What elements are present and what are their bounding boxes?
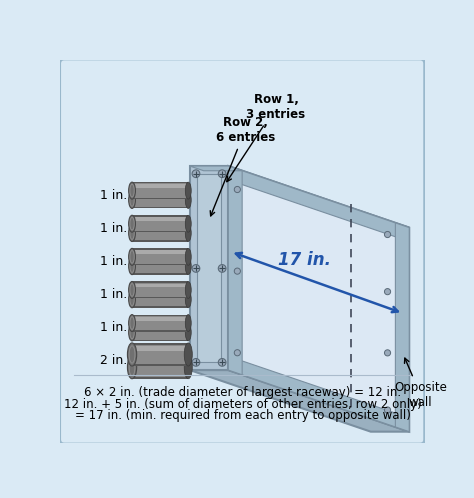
Polygon shape <box>190 166 242 171</box>
Ellipse shape <box>184 343 192 366</box>
Polygon shape <box>132 191 188 208</box>
Polygon shape <box>132 358 188 377</box>
Polygon shape <box>228 166 409 242</box>
Polygon shape <box>190 166 409 228</box>
Polygon shape <box>228 166 409 432</box>
Ellipse shape <box>185 257 191 274</box>
Circle shape <box>219 359 226 366</box>
Polygon shape <box>132 226 188 240</box>
Polygon shape <box>132 281 188 298</box>
Polygon shape <box>132 324 188 341</box>
Ellipse shape <box>128 281 136 298</box>
Circle shape <box>219 170 226 178</box>
Polygon shape <box>132 217 188 231</box>
Circle shape <box>219 264 226 272</box>
Ellipse shape <box>128 343 137 366</box>
Polygon shape <box>132 325 188 340</box>
Circle shape <box>384 350 391 356</box>
Circle shape <box>384 288 391 295</box>
Polygon shape <box>132 343 188 366</box>
Ellipse shape <box>185 182 191 199</box>
Polygon shape <box>132 249 188 265</box>
Polygon shape <box>132 194 188 197</box>
Polygon shape <box>132 215 188 232</box>
Polygon shape <box>132 225 188 242</box>
Circle shape <box>192 170 200 178</box>
Ellipse shape <box>128 356 137 379</box>
Polygon shape <box>132 260 188 263</box>
Ellipse shape <box>185 249 191 265</box>
Text: 12 in. + 5 in. (sum of diameters of other entries, row 2 only): 12 in. + 5 in. (sum of diameters of othe… <box>64 398 422 411</box>
Text: Row 2,
6 entries: Row 2, 6 entries <box>210 116 275 216</box>
Ellipse shape <box>185 324 191 341</box>
FancyBboxPatch shape <box>60 59 425 444</box>
Polygon shape <box>132 356 188 379</box>
Ellipse shape <box>128 249 136 265</box>
Ellipse shape <box>128 257 136 274</box>
Text: 1 in.: 1 in. <box>100 222 128 235</box>
Ellipse shape <box>128 225 136 242</box>
Circle shape <box>384 232 391 238</box>
Circle shape <box>384 407 391 413</box>
Polygon shape <box>395 223 409 432</box>
Polygon shape <box>132 293 188 297</box>
Polygon shape <box>132 249 188 264</box>
Polygon shape <box>132 345 188 365</box>
Text: Row 1,
3 entries: Row 1, 3 entries <box>227 93 306 182</box>
Polygon shape <box>132 250 188 254</box>
Polygon shape <box>132 218 188 221</box>
Polygon shape <box>132 317 188 321</box>
Ellipse shape <box>128 191 136 208</box>
Polygon shape <box>132 292 188 306</box>
Polygon shape <box>198 174 220 363</box>
Polygon shape <box>132 316 188 330</box>
Ellipse shape <box>128 182 136 199</box>
Text: Opposite
wall: Opposite wall <box>394 358 447 409</box>
Polygon shape <box>132 283 188 297</box>
Polygon shape <box>132 184 188 188</box>
Ellipse shape <box>185 191 191 208</box>
Text: 6 × 2 in. (trade diameter of largest raceway) = 12 in.: 6 × 2 in. (trade diameter of largest rac… <box>84 386 401 399</box>
Polygon shape <box>132 259 188 273</box>
Polygon shape <box>132 193 188 207</box>
Polygon shape <box>132 257 188 274</box>
Polygon shape <box>228 356 409 432</box>
Text: = 17 in. (min. required from each entry to opposite wall): = 17 in. (min. required from each entry … <box>75 409 411 422</box>
Ellipse shape <box>185 281 191 298</box>
Ellipse shape <box>128 291 136 308</box>
Circle shape <box>234 186 240 193</box>
Text: 1 in.: 1 in. <box>100 189 128 202</box>
Circle shape <box>192 264 200 272</box>
Text: 1 in.: 1 in. <box>100 255 128 268</box>
Ellipse shape <box>128 215 136 232</box>
Polygon shape <box>132 291 188 308</box>
Circle shape <box>234 268 240 274</box>
Ellipse shape <box>185 291 191 308</box>
Circle shape <box>234 350 240 356</box>
Polygon shape <box>132 326 188 330</box>
Text: 1 in.: 1 in. <box>100 288 128 301</box>
Ellipse shape <box>185 225 191 242</box>
Ellipse shape <box>185 315 191 332</box>
Polygon shape <box>132 182 188 199</box>
Polygon shape <box>190 166 228 370</box>
Ellipse shape <box>128 315 136 332</box>
Polygon shape <box>132 227 188 231</box>
Text: 17 in.: 17 in. <box>278 250 331 268</box>
Polygon shape <box>132 359 188 364</box>
Ellipse shape <box>185 215 191 232</box>
Ellipse shape <box>128 324 136 341</box>
Text: 2 in.: 2 in. <box>100 355 128 368</box>
Polygon shape <box>190 370 409 432</box>
Polygon shape <box>132 183 188 198</box>
Circle shape <box>192 359 200 366</box>
Text: 1 in.: 1 in. <box>100 321 128 334</box>
Polygon shape <box>132 315 188 332</box>
Ellipse shape <box>184 356 192 379</box>
Polygon shape <box>132 346 188 351</box>
Polygon shape <box>132 283 188 287</box>
Polygon shape <box>228 166 242 375</box>
